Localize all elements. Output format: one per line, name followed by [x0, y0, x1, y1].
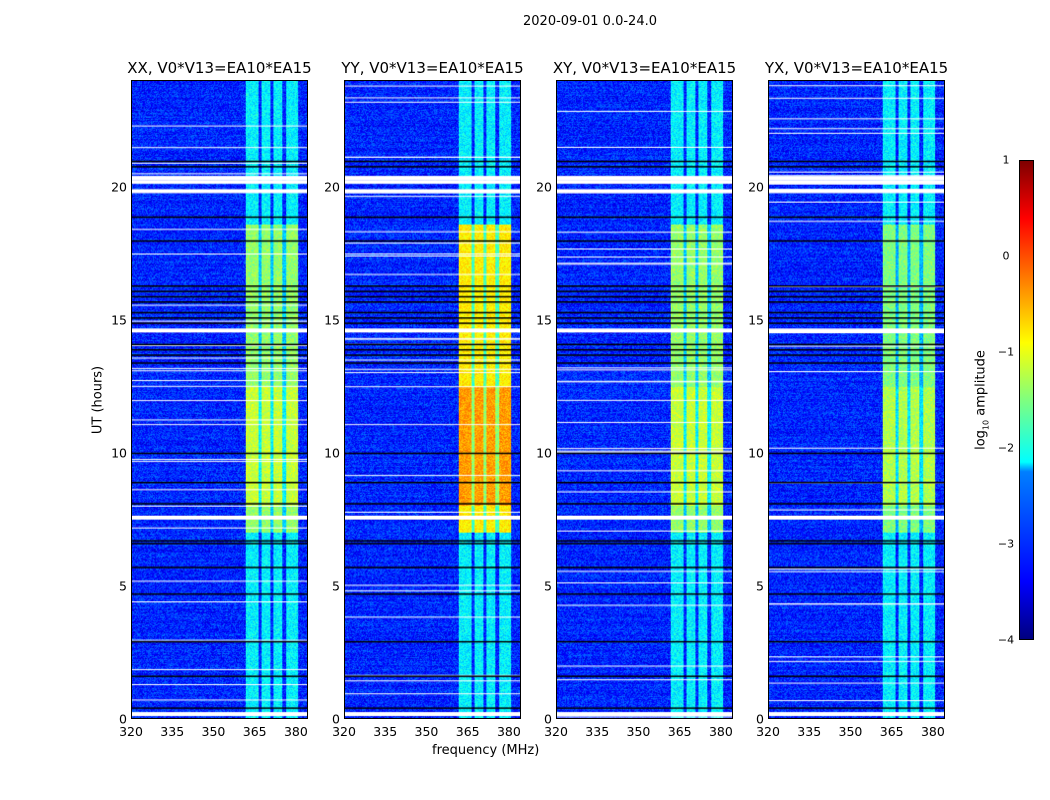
- colorbar-tick-label: −4: [997, 633, 1015, 647]
- x-tick-label: 380: [920, 724, 945, 739]
- colorbar-tick-label: −3: [997, 537, 1015, 551]
- waterfall-image-0: [132, 81, 307, 718]
- colorbar-tick-label: −2: [997, 441, 1015, 455]
- x-tick-label: 350: [414, 724, 439, 739]
- y-tick-label: 5: [544, 578, 552, 594]
- y-tick-label: 10: [111, 445, 127, 461]
- y-tick-label: 0: [332, 711, 340, 727]
- x-tick-label: 380: [708, 724, 733, 739]
- colorbar-tick-label: −1: [997, 345, 1015, 359]
- y-tick-label: 5: [756, 578, 764, 594]
- waterfall-image-2: [557, 81, 732, 718]
- y-tick-label: 10: [324, 445, 340, 461]
- x-axis-label: frequency (MHz): [432, 743, 540, 758]
- y-tick-label: 0: [756, 711, 764, 727]
- y-tick-label: 15: [324, 312, 340, 328]
- y-tick-label: 15: [111, 312, 127, 328]
- panel-title-0: XX, V0*V13=EA10*EA15: [127, 59, 312, 77]
- colorbar: [1019, 160, 1034, 640]
- x-tick-label: 380: [283, 724, 308, 739]
- figure-title: 2020-09-01 0.0-24.0: [523, 14, 657, 29]
- panel-title-3: YX, V0*V13=EA10*EA15: [764, 59, 949, 77]
- y-tick-label: 15: [748, 312, 764, 328]
- x-tick-label: 320: [332, 724, 356, 739]
- y-tick-label: 20: [324, 179, 340, 194]
- y-tick-label: 20: [536, 179, 552, 194]
- x-tick-label: 365: [455, 724, 480, 739]
- waterfall-panel-2: [556, 80, 733, 719]
- panel-title-2: XY, V0*V13=EA10*EA15: [552, 59, 737, 77]
- panel-title-1: YY, V0*V13=EA10*EA15: [341, 59, 524, 77]
- x-tick-label: 365: [667, 724, 692, 739]
- waterfall-image-1: [345, 81, 520, 718]
- x-tick-label: 380: [496, 724, 521, 739]
- waterfall-panel-1: [344, 80, 521, 719]
- y-tick-label: 10: [748, 445, 764, 461]
- x-tick-label: 335: [797, 724, 822, 739]
- y-tick-label: 20: [748, 179, 764, 194]
- x-tick-label: 365: [242, 724, 267, 739]
- y-tick-label: 0: [119, 711, 127, 727]
- waterfall-panel-0: [131, 80, 308, 719]
- x-tick-label: 320: [119, 724, 143, 739]
- y-tick-label: 20: [111, 179, 127, 194]
- y-tick-label: 5: [332, 578, 340, 594]
- y-tick-label: 5: [119, 578, 127, 594]
- waterfall-image-3: [769, 81, 944, 718]
- x-tick-label: 350: [626, 724, 651, 739]
- colorbar-tick-label: 0: [1002, 249, 1010, 263]
- x-tick-label: 350: [838, 724, 863, 739]
- x-tick-label: 320: [756, 724, 780, 739]
- colorbar-label: log10 amplitude: [973, 350, 991, 450]
- x-tick-label: 335: [373, 724, 398, 739]
- x-tick-label: 335: [160, 724, 185, 739]
- waterfall-panel-3: [768, 80, 945, 719]
- x-tick-label: 365: [879, 724, 904, 739]
- colorbar-tick-label: 1: [1002, 153, 1010, 167]
- x-tick-label: 320: [544, 724, 568, 739]
- y-tick-label: 15: [536, 312, 552, 328]
- y-tick-label: 10: [536, 445, 552, 461]
- y-tick-label: 0: [544, 711, 552, 727]
- y-axis-label: UT (hours): [90, 365, 106, 435]
- x-tick-label: 350: [201, 724, 226, 739]
- x-tick-label: 335: [585, 724, 610, 739]
